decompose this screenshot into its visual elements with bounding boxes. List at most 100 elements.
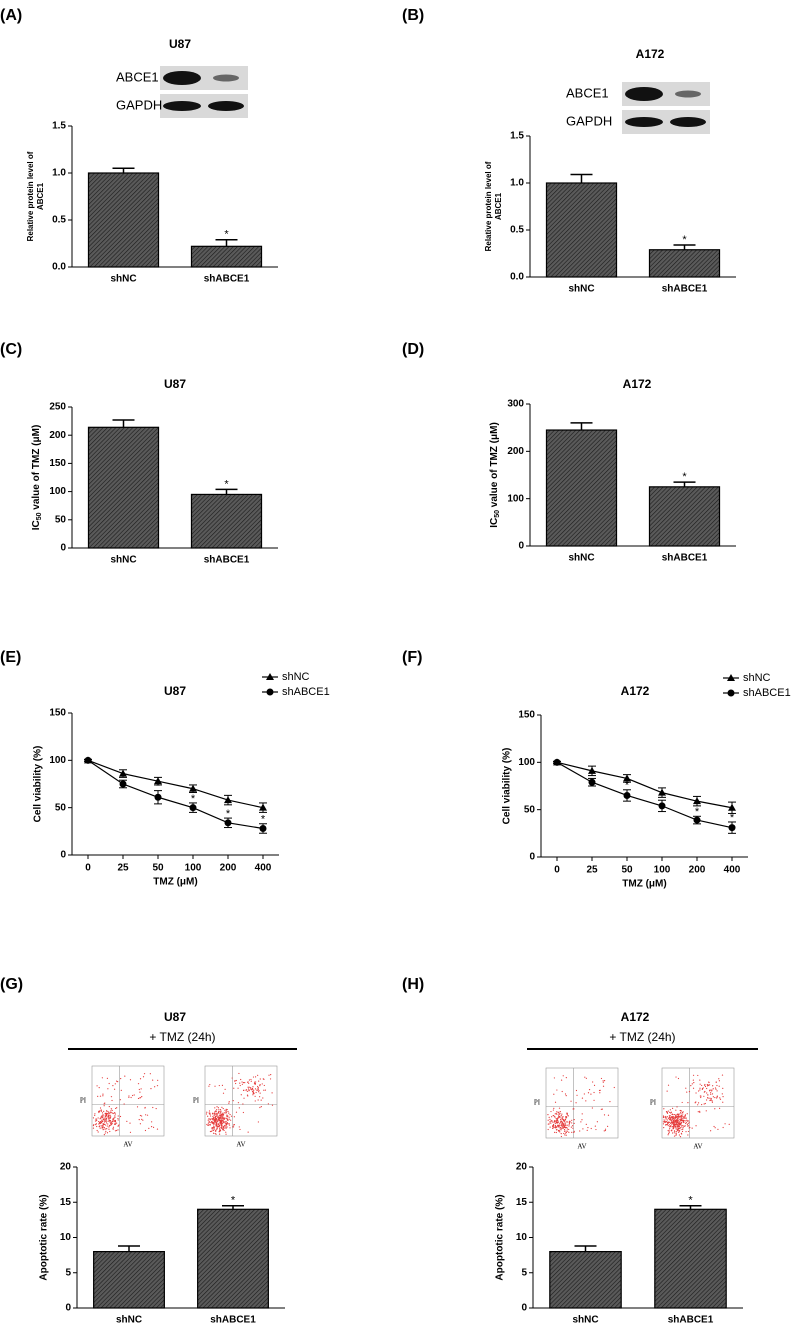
flow-event [218,1112,220,1114]
flow-event [234,1080,236,1082]
flow-event [232,1100,234,1102]
flow-event [697,1102,700,1104]
flow-event [227,1119,229,1122]
flow-event [587,1092,590,1094]
flow-event [105,1117,108,1119]
flow-event [225,1112,228,1114]
flow-event [221,1084,224,1086]
flow-event [141,1095,143,1098]
flow-event [687,1134,689,1136]
flow-event [549,1121,551,1123]
flow-event [672,1119,674,1121]
flow-event [142,1119,144,1121]
flow-event [571,1122,573,1124]
y-tick-label: 250 [49,402,66,413]
flow-event [95,1123,97,1125]
flow-event [221,1113,224,1115]
y-axis-label-part: IC [489,518,500,528]
flow-event [143,1073,146,1075]
y-tick-label: 0 [65,1303,71,1314]
flow-event [259,1084,261,1087]
flow-event [108,1105,110,1108]
flow-event [672,1127,675,1130]
panel-label: (B) [402,7,424,24]
flow-event [679,1136,682,1138]
flow-event [555,1117,557,1120]
flow-event [257,1121,259,1123]
flow-event [102,1123,104,1125]
flow-event [680,1121,683,1124]
flow-event [677,1129,679,1131]
flow-event [263,1084,265,1087]
y-tick-label: 100 [518,757,535,768]
flow-event [227,1110,229,1113]
flow-event [671,1123,673,1125]
y-tick-label: 200 [507,446,524,457]
flow-event [263,1089,265,1091]
significance-mark: * [224,478,229,490]
flow-event [556,1122,559,1124]
flow-event [718,1080,720,1082]
flow-event [223,1117,226,1119]
x-tick-label: 200 [220,863,237,874]
y-tick-label: 20 [516,1162,528,1173]
flow-event [221,1120,223,1123]
flow-event [97,1095,99,1097]
flow-event [676,1119,678,1122]
flow-event [722,1087,724,1090]
flow-event [225,1133,227,1135]
flow-event [229,1127,231,1129]
flow-event [248,1079,251,1081]
flow-event [559,1131,561,1133]
flow-event [105,1128,107,1130]
flow-event [663,1116,665,1118]
flow-event [99,1127,101,1129]
flow-event [248,1086,250,1088]
flow-event [138,1088,140,1091]
flow-event [679,1129,681,1132]
flow-event [695,1125,697,1127]
flow-event [710,1098,712,1101]
blot-band [670,117,706,127]
flow-event [558,1126,561,1128]
data-point [189,804,197,812]
flow-header: + TMZ (24h) [609,1030,675,1044]
data-point [119,769,127,777]
flow-event [562,1125,564,1127]
flow-event [684,1120,686,1122]
flow-y-label: PI [193,1097,200,1105]
flow-event [247,1131,249,1133]
flow-event [110,1121,112,1123]
flow-event [595,1128,597,1131]
flow-event [663,1119,665,1121]
flow-event [674,1115,677,1117]
flow-event [268,1074,270,1076]
flow-event [214,1111,216,1113]
flow-event [554,1113,556,1115]
flow-event [683,1116,685,1118]
flow-event [564,1122,567,1124]
flow-event [576,1094,578,1096]
flow-event [567,1115,569,1117]
flow-event [706,1092,708,1094]
flow-event [716,1097,718,1099]
flow-event [96,1125,98,1128]
flow-event [210,1118,212,1120]
y-tick-label: 300 [507,399,524,410]
flow-event [682,1113,684,1115]
y-tick-label: 15 [60,1197,72,1208]
blot-band [208,101,244,111]
flow-event [668,1115,671,1117]
flow-event [128,1095,130,1097]
flow-event [703,1095,705,1097]
flow-event [721,1093,723,1095]
flow-event [564,1132,567,1134]
flow-event [113,1120,115,1123]
flow-event [559,1126,562,1129]
flow-event [566,1128,568,1130]
flow-event [114,1083,116,1085]
flow-event [209,1112,211,1115]
flow-event [700,1095,702,1097]
flow-event [586,1129,588,1131]
significance-mark: * [682,234,687,246]
